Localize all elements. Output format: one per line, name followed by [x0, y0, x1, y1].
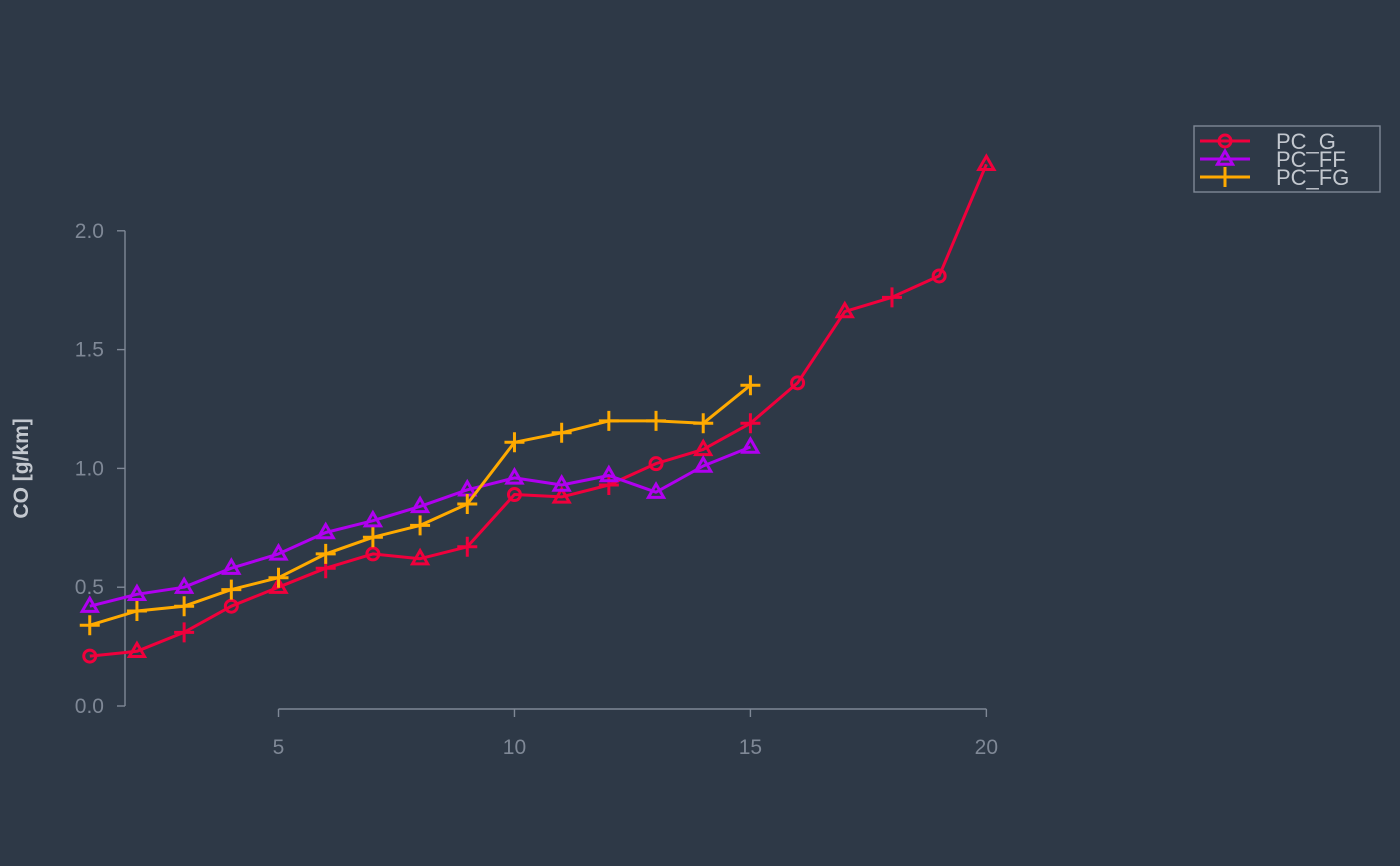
data-point: [740, 375, 761, 396]
data-point: [174, 622, 195, 643]
data-point: [645, 481, 667, 499]
data-point: [223, 598, 239, 614]
data-point: [504, 432, 525, 453]
y-tick-label: 0.0: [75, 695, 104, 718]
data-point: [126, 640, 148, 659]
series-PC_G: [82, 153, 997, 664]
data-point: [551, 422, 572, 443]
data-point: [457, 494, 478, 515]
series-line: [89, 445, 751, 608]
data-point: [362, 527, 383, 548]
data-point: [315, 521, 336, 540]
data-point: [221, 557, 242, 575]
legend-label: PC_G: [1276, 129, 1336, 154]
data-point: [551, 485, 572, 504]
series-layer: [79, 153, 997, 664]
series-line: [89, 163, 988, 658]
data-point: [173, 576, 195, 594]
data-point: [648, 456, 664, 472]
y-axis-label: CO [g/km]: [10, 418, 33, 518]
y-tick-label: 1.5: [75, 339, 104, 362]
data-point: [268, 567, 289, 588]
data-point: [881, 287, 902, 308]
data-point: [693, 455, 714, 473]
data-point: [693, 413, 714, 434]
data-point: [268, 542, 289, 561]
data-point: [79, 615, 100, 636]
data-point: [740, 413, 761, 434]
data-point: [506, 487, 522, 503]
data-point: [221, 579, 242, 600]
series-PC_FG: [79, 375, 761, 636]
data-point: [409, 547, 431, 566]
legend-box: [1193, 125, 1381, 193]
data-point: [598, 410, 619, 431]
data-point: [598, 475, 619, 496]
data-point: [315, 543, 336, 564]
data-point: [598, 464, 620, 483]
legend-marker: [1217, 133, 1233, 149]
data-point: [740, 436, 761, 454]
data-point: [365, 546, 381, 562]
data-point: [457, 536, 478, 557]
data-point: [504, 466, 525, 485]
data-point: [82, 648, 98, 664]
data-point: [362, 509, 384, 528]
x-tick-label: 15: [739, 736, 762, 759]
legend-label: PC_FF: [1276, 147, 1346, 172]
data-point: [409, 495, 431, 514]
x-tick-label: 10: [503, 736, 526, 759]
data-point: [976, 153, 997, 171]
data-point: [790, 375, 806, 391]
legend-label: PC_FG: [1276, 165, 1349, 190]
data-point: [268, 576, 289, 594]
data-point: [834, 300, 855, 319]
data-point: [126, 600, 147, 621]
axes: 0.0 0.5 1.0 1.5 2.0 5 10 15 20 CO [g/km]: [10, 220, 998, 759]
legend-marker: [1215, 167, 1235, 187]
y-tick-label: 1.0: [75, 457, 104, 480]
x-tick-label: 5: [273, 736, 285, 759]
y-tick-label: 0.5: [75, 576, 104, 599]
data-point: [174, 596, 195, 617]
data-point: [551, 474, 572, 492]
data-point: [79, 595, 100, 613]
data-point: [126, 583, 148, 602]
data-point: [931, 268, 947, 284]
data-point: [693, 438, 714, 457]
data-point: [646, 410, 667, 431]
legend-marker: [1214, 147, 1236, 166]
y-tick-label: 2.0: [75, 220, 104, 243]
data-point: [410, 515, 431, 536]
x-tick-label: 20: [975, 736, 998, 759]
